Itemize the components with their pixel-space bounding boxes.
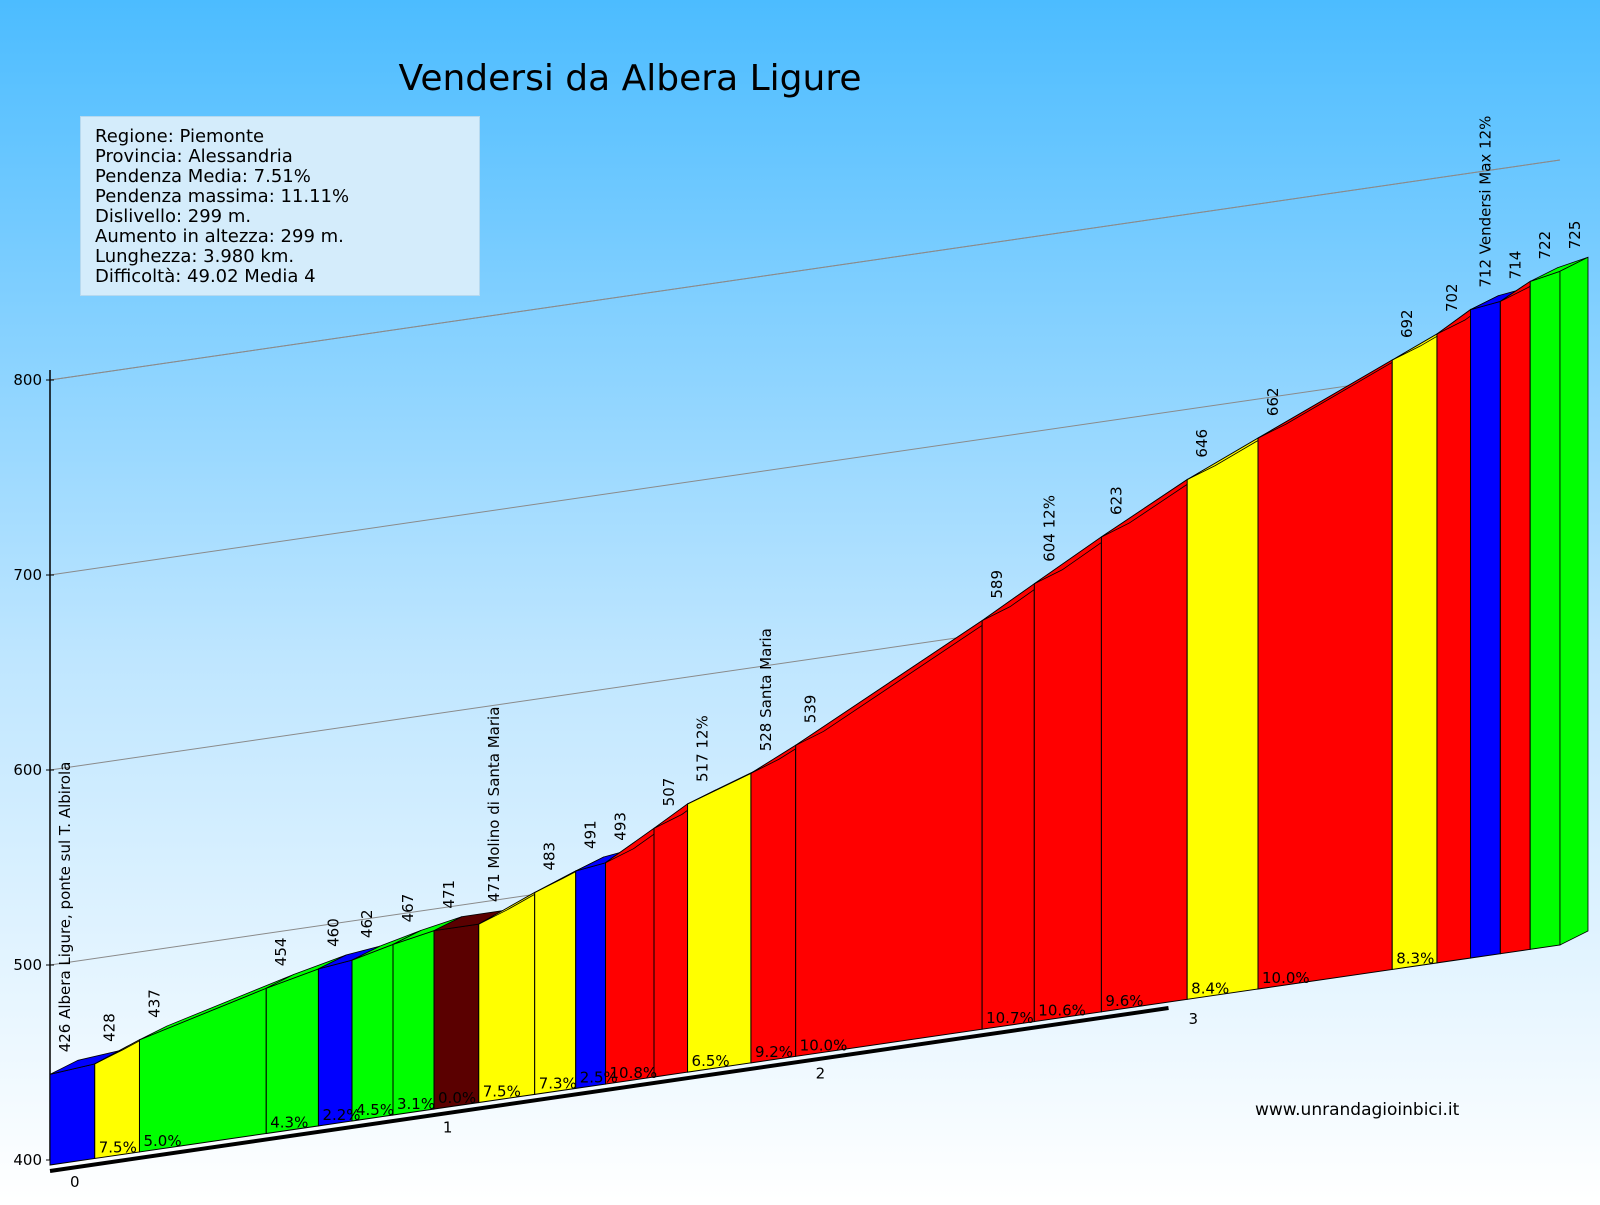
profile-segment-face: [1529, 270, 1561, 950]
profile-end-face: [1559, 256, 1589, 946]
segment-grade-label: 2.5%: [580, 1068, 618, 1086]
profile-segment-face: [1033, 536, 1102, 1023]
profile-segment-face: [392, 929, 435, 1116]
info-elevation-gain: Dislivello: 299 m.: [95, 206, 252, 227]
altitude-label: 623: [1107, 486, 1125, 515]
segment-grade-label: 9.6%: [1105, 992, 1143, 1010]
altitude-label: 467: [399, 894, 417, 923]
altitude-label: 507: [660, 778, 678, 807]
altitude-label: 454: [272, 938, 290, 967]
label-layer: 7.5% 5.0% 4.3% 2.2%4.5% 3.1% 0.0% 7.5% 7.3% 2.5%…: [56, 116, 1584, 1157]
profile-segment-face: [433, 923, 480, 1110]
altitude-label: 471 Molino di Santa Maria: [485, 707, 503, 902]
altitude-label: 662: [1264, 387, 1282, 416]
info-difficulty: Difficoltà: 49.02 Media 4: [95, 266, 316, 287]
segment-grade-label: 7.3%: [539, 1074, 577, 1092]
profile-layer: [49, 256, 1589, 1166]
info-climb: Aumento in altezza: 299 m.: [95, 226, 344, 247]
y-tick-label: 600: [13, 761, 42, 779]
x-tick-label: 0: [70, 1173, 80, 1191]
altitude-label: 725: [1566, 221, 1584, 250]
watermark-url: www.unrandagioinbici.it: [1255, 1100, 1460, 1120]
altitude-label: 483: [541, 842, 559, 871]
altitude-label: 517 12%: [694, 715, 712, 782]
altitude-label: 604 12%: [1040, 495, 1058, 562]
x-tick-label: 3: [1189, 1010, 1199, 1028]
segment-grade-label: 10.0%: [800, 1036, 848, 1054]
altitude-label: 471: [440, 880, 458, 909]
segment-grade-label: 10.7%: [986, 1009, 1034, 1027]
segment-grade-label: 10.8%: [610, 1064, 658, 1082]
profile-segment-face: [1436, 308, 1472, 964]
profile-segment-face: [351, 943, 394, 1122]
profile-segment-face: [687, 772, 752, 1073]
x-tick-label: 2: [816, 1064, 826, 1082]
profile-segment-face: [1186, 437, 1259, 1000]
altitude-label: 539: [802, 695, 820, 724]
y-tick-label: 800: [13, 371, 42, 389]
profile-segment-face: [534, 870, 577, 1095]
profile-segment-face: [1499, 280, 1531, 955]
altitude-label: 589: [988, 570, 1006, 599]
profile-segment-face: [265, 968, 319, 1135]
altitude-label: 646: [1193, 429, 1211, 458]
profile-segment-face: [49, 1063, 96, 1166]
y-tick-label: 500: [13, 956, 42, 974]
segment-grade-label: 8.3%: [1396, 949, 1434, 967]
segment-grade-label: 8.4%: [1191, 979, 1229, 997]
segment-grade-label: 7.5%: [483, 1083, 521, 1101]
info-box: Regione: Piemonte Provincia: Alessandria…: [80, 116, 480, 296]
altitude-label: 491: [582, 820, 600, 849]
profile-segment-face: [1470, 300, 1501, 959]
segment-grade-label: 10.6%: [1038, 1002, 1086, 1020]
altitude-label: 437: [145, 989, 163, 1018]
segment-grade-label: 7.5%: [99, 1138, 137, 1156]
y-tick-label: 700: [13, 566, 42, 584]
info-max-grade: Pendenza massima: 11.11%: [95, 186, 350, 207]
altitude-label: 462: [358, 909, 376, 938]
profile-segment-face: [1391, 333, 1438, 971]
y-tick-label: 400: [13, 1151, 42, 1169]
altitude-label: 493: [612, 812, 630, 841]
profile-segment-face: [575, 862, 607, 1089]
info-province: Provincia: Alessandria: [95, 146, 293, 167]
profile-segment-face: [1257, 359, 1393, 990]
info-length: Lunghezza: 3.980 km.: [95, 246, 295, 267]
altitude-label: 702: [1443, 283, 1461, 312]
segment-grade-label: 4.3%: [270, 1113, 308, 1131]
segment-grade-label: 6.5%: [692, 1052, 730, 1070]
altitude-label: 528 Santa Maria: [757, 628, 775, 751]
axis-layer: 400 500 600 700 800 0 1 2 3: [13, 370, 1198, 1191]
profile-segment-face: [1100, 478, 1188, 1013]
profile-segment-face: [317, 959, 353, 1127]
profile-segment-face: [605, 827, 655, 1085]
gridline: [49, 159, 1561, 381]
altitude-label: 428: [101, 1013, 119, 1042]
distance-axis-line: [49, 1006, 1169, 1173]
info-region: Regione: Piemonte: [95, 126, 265, 147]
altitude-label: 460: [324, 918, 342, 947]
gridline: [49, 354, 1561, 576]
segment-grade-label: 3.1%: [397, 1095, 435, 1113]
segment-grade-label: 9.2%: [755, 1043, 793, 1061]
segment-grade-label: 2.2%: [322, 1106, 360, 1124]
segment-grade-label: 5.0%: [143, 1132, 181, 1150]
profile-segment-face: [653, 802, 689, 1078]
segment-grade-label: 4.5%: [356, 1101, 394, 1119]
altitude-label: 426 Albera Ligure, ponte sul T. Albirola: [56, 762, 74, 1053]
x-tick-label: 1: [443, 1119, 453, 1137]
segment-grade-label: 10.0%: [1262, 969, 1310, 987]
altitude-label: 712 Vendersi Max 12%: [1477, 116, 1495, 288]
info-avg-grade: Pendenza Media: 7.51%: [95, 166, 311, 187]
altitude-label: 714: [1506, 251, 1524, 280]
profile-segment-face: [478, 891, 536, 1104]
profile-segment-face: [750, 744, 797, 1064]
profile-segment-face: [981, 582, 1035, 1030]
altitude-label: 692: [1398, 309, 1416, 338]
altitude-label: 722: [1536, 231, 1554, 260]
chart-title: Vendersi da Albera Ligure: [399, 58, 862, 99]
segment-grade-label: 0.0%: [438, 1089, 476, 1107]
